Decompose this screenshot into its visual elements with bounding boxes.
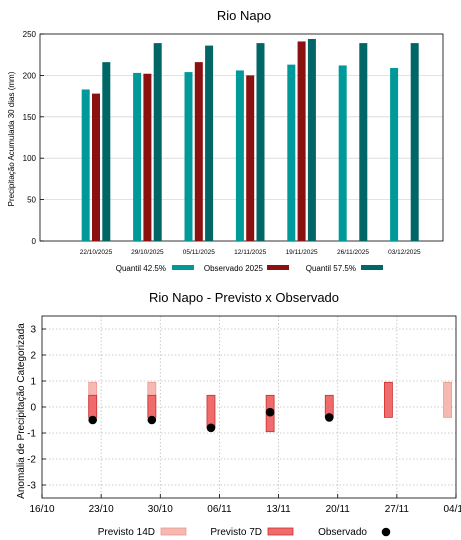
legend-swatch-14d (160, 527, 187, 536)
legend-label: Previsto 7D (210, 527, 262, 538)
y-tick-label: 100 (23, 154, 37, 163)
forecast-7d-range (384, 381, 393, 418)
x-tick-label: 13/11 (266, 504, 291, 515)
bar (359, 43, 368, 241)
bar (133, 72, 142, 241)
y-tick-label: -3 (27, 481, 36, 492)
legend-swatch (361, 265, 383, 270)
bar (338, 65, 347, 242)
legend-label: Previsto 14D (98, 527, 155, 538)
y-tick-label: 2 (30, 351, 36, 362)
x-tick-label: 03/12/2025 (388, 249, 421, 256)
y-tick-label: 250 (23, 30, 37, 39)
plot-frame (41, 315, 457, 499)
x-tick-label: 22/10/2025 (80, 249, 113, 256)
y-tick-label: 50 (27, 196, 36, 205)
observed-point (206, 423, 216, 433)
x-tick-label: 27/11 (385, 504, 410, 515)
forecast-14d-range (443, 381, 452, 418)
x-tick-label: 29/10/2025 (131, 249, 164, 256)
bar (92, 93, 100, 241)
y-tick-label: 1 (30, 377, 36, 388)
forecast-7d-range (88, 394, 98, 418)
legend-swatch-observed (381, 527, 391, 537)
legend-label: Observado 2025 (204, 264, 264, 273)
bar (307, 38, 316, 241)
x-tick-label: 26/11/2025 (337, 249, 369, 256)
chart1-y-axis-label: Precipitação Acumulada 30 dias (mm) (7, 71, 16, 206)
bar (235, 70, 244, 241)
x-tick-label: 20/11 (326, 504, 351, 515)
bar (143, 73, 152, 241)
bar (184, 72, 193, 241)
chart2-title: Rio Napo - Previsto x Observado (149, 290, 339, 305)
x-tick-label: 04/12 (443, 504, 461, 515)
legend-swatch (172, 265, 194, 270)
forecast-7d-range (147, 394, 157, 418)
bar (246, 75, 255, 242)
x-tick-label: 16/10 (29, 504, 54, 515)
legend-label: Quantil 57.5% (306, 264, 356, 273)
bar (410, 43, 419, 241)
x-tick-label: 06/11 (207, 504, 232, 515)
bar (390, 67, 399, 241)
chart2-y-axis-label: Anomalia de Precipitação Categorizada (16, 323, 27, 499)
x-tick-label: 12/11/2025 (234, 249, 266, 256)
observed-point (88, 415, 97, 425)
legend-label: Quantil 42.5% (116, 264, 166, 273)
y-tick-label: -2 (27, 455, 36, 466)
bar (205, 45, 214, 242)
y-tick-label: 200 (23, 71, 37, 80)
y-tick-label: 150 (23, 113, 37, 122)
observed-point (324, 413, 334, 422)
chart1-title: Rio Napo (217, 8, 271, 23)
bar (287, 64, 296, 241)
forecast-vs-observed-chart: Rio Napo - Previsto x Observado Anomalia… (16, 290, 461, 538)
legend-label: Observado (318, 527, 367, 538)
y-tick-label: 0 (32, 237, 37, 246)
x-tick-label: 30/10 (148, 504, 173, 515)
bar (102, 62, 111, 241)
y-tick-label: 3 (30, 325, 36, 336)
bar (256, 43, 265, 241)
x-tick-label: 23/10 (89, 504, 114, 515)
x-tick-label: 05/11/2025 (183, 249, 215, 256)
x-tick-label: 19/11/2025 (286, 249, 318, 256)
legend-swatch-7d (267, 527, 294, 536)
precipitation-bar-chart: Rio Napo Precipitação Acumulada 30 dias … (7, 8, 444, 273)
y-tick-label: -1 (27, 429, 36, 440)
legend-swatch (267, 265, 289, 270)
observed-point (147, 415, 157, 425)
bar (153, 43, 162, 241)
y-tick-label: 0 (30, 403, 36, 414)
forecast-7d-range (206, 394, 216, 429)
observed-point (265, 407, 275, 417)
bar (297, 41, 306, 242)
bar (81, 89, 90, 241)
bar (194, 62, 203, 241)
